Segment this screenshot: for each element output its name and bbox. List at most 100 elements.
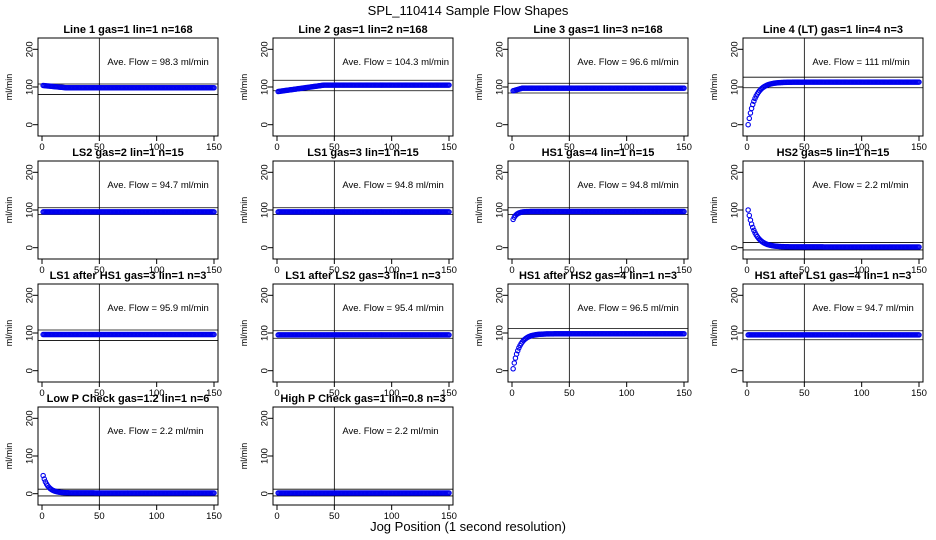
x-tick-label: 150: [911, 388, 927, 399]
x-tick-label: 50: [329, 265, 340, 276]
data-point: [511, 360, 518, 366]
data-series: [275, 209, 452, 215]
y-tick-label: 200: [260, 41, 271, 57]
panel-title: HS1 after LS1 gas=4 lin=1 n=3: [755, 270, 912, 282]
y-tick-label: 0: [495, 122, 506, 127]
panel-title: Line 2 gas=1 lin=2 n=168: [298, 24, 427, 36]
x-tick-label: 100: [854, 142, 870, 153]
panel-7: HS1 gas=4 lin=1 n=15 ml/min 0 100 200 0 50 100 1…: [474, 147, 692, 276]
figure-title: SPL_110414 Sample Flow Shapes: [368, 3, 569, 18]
y-axis-label: ml/min: [709, 74, 719, 101]
x-tick-label: 0: [509, 265, 514, 276]
x-tick-label: 150: [206, 511, 222, 522]
x-tick-label: 0: [39, 388, 44, 399]
x-tick-label: 50: [564, 265, 575, 276]
y-tick-label: 100: [25, 79, 36, 95]
panel-4: Line 4 (LT) gas=1 lin=4 n=3 ml/min 0 100 200…: [709, 24, 927, 153]
x-tick-label: 100: [149, 511, 165, 522]
ave-flow-annotation: Ave. Flow = 95.4 ml/min: [342, 303, 443, 314]
y-axis-label: ml/min: [4, 320, 14, 347]
data-point: [745, 207, 751, 213]
x-tick-label: 50: [94, 142, 105, 153]
x-tick-label: 100: [384, 142, 400, 153]
data-point: [748, 221, 755, 227]
panel-title: Line 4 (LT) gas=1 lin=4 n=3: [763, 24, 903, 36]
y-tick-label: 100: [495, 202, 506, 218]
y-tick-label: 200: [495, 41, 506, 57]
y-tick-label: 0: [495, 368, 506, 373]
data-series: [275, 332, 452, 338]
data-point: [745, 121, 751, 128]
y-axis-label: ml/min: [239, 320, 249, 347]
y-axis-label: ml/min: [239, 74, 249, 101]
y-tick-label: 100: [730, 202, 741, 218]
y-tick-label: 0: [25, 491, 36, 496]
panel-13: Low P Check gas=1.2 lin=1 n=6 ml/min 0 100 2…: [4, 393, 222, 522]
y-tick-label: 0: [25, 368, 36, 373]
x-tick-label: 150: [911, 265, 927, 276]
panel-title: Line 1 gas=1 lin=1 n=168: [63, 24, 192, 36]
panel-title: Line 3 gas=1 lin=3 n=168: [533, 24, 662, 36]
x-tick-label: 50: [799, 388, 810, 399]
data-point: [747, 110, 754, 116]
y-tick-label: 200: [730, 41, 741, 57]
data-point: [211, 85, 217, 91]
x-tick-label: 0: [509, 388, 514, 399]
panel-9: LS1 after HS1 gas=3 lin=1 n=3 ml/min 0 100 2…: [4, 270, 222, 399]
y-tick-label: 100: [260, 448, 271, 464]
y-tick-label: 100: [25, 325, 36, 341]
x-tick-label: 150: [676, 265, 692, 276]
y-tick-label: 200: [25, 164, 36, 180]
x-tick-label: 100: [854, 388, 870, 399]
data-point: [446, 490, 452, 496]
data-point: [749, 224, 756, 231]
y-tick-label: 100: [25, 448, 36, 464]
panel-5: LS2 gas=2 lin=1 n=15 ml/min 0 100 200 0 50 100 1…: [4, 147, 222, 276]
x-tick-label: 0: [39, 265, 44, 276]
x-tick-label: 100: [619, 265, 635, 276]
data-point: [513, 351, 520, 357]
ave-flow-annotation: Ave. Flow = 111 ml/min: [812, 57, 909, 68]
panel-title: LS1 after LS2 gas=3 lin=1 n=3: [285, 270, 441, 282]
x-tick-label: 150: [206, 142, 222, 153]
x-tick-label: 150: [206, 388, 222, 399]
y-tick-label: 0: [25, 245, 36, 250]
data-series: [510, 208, 687, 223]
y-tick-label: 200: [730, 287, 741, 303]
x-tick-label: 50: [94, 511, 105, 522]
x-tick-label: 150: [206, 265, 222, 276]
y-tick-label: 200: [260, 164, 271, 180]
figure-xlabel: Jog Position (1 second resolution): [370, 519, 566, 534]
ave-flow-annotation: Ave. Flow = 2.2 ml/min: [342, 426, 438, 437]
data-series: [40, 209, 217, 215]
data-point: [681, 85, 687, 91]
panel-title: LS2 gas=2 lin=1 n=15: [72, 147, 184, 159]
x-tick-label: 50: [329, 511, 340, 522]
x-tick-label: 150: [441, 265, 457, 276]
data-point: [751, 98, 757, 104]
x-tick-label: 150: [911, 142, 927, 153]
y-tick-label: 200: [25, 287, 36, 303]
panel-6: LS1 gas=3 lin=1 n=15 ml/min 0 100 200 0 50 100 1…: [239, 147, 457, 276]
x-tick-label: 50: [564, 142, 575, 153]
y-axis-label: ml/min: [474, 320, 484, 347]
y-tick-label: 200: [730, 164, 741, 180]
ave-flow-annotation: Ave. Flow = 94.7 ml/min: [812, 303, 913, 314]
panel-11: HS1 after HS2 gas=4 lin=1 n=3 ml/min 0 100 2…: [474, 270, 692, 399]
x-tick-label: 50: [329, 142, 340, 153]
ave-flow-annotation: Ave. Flow = 94.8 ml/min: [342, 180, 443, 191]
data-series: [510, 85, 687, 94]
panel-8: HS2 gas=5 lin=1 n=15 ml/min 0 100 200 0 50 100 1…: [709, 147, 927, 276]
y-tick-label: 200: [495, 164, 506, 180]
x-tick-label: 0: [39, 511, 44, 522]
data-point: [446, 82, 452, 88]
x-tick-label: 0: [744, 388, 749, 399]
y-axis-label: ml/min: [474, 74, 484, 101]
data-point: [211, 209, 217, 215]
data-series: [510, 331, 687, 372]
data-point: [681, 208, 687, 215]
y-axis-label: ml/min: [4, 443, 14, 470]
x-tick-label: 100: [619, 388, 635, 399]
y-axis-label: ml/min: [239, 197, 249, 224]
